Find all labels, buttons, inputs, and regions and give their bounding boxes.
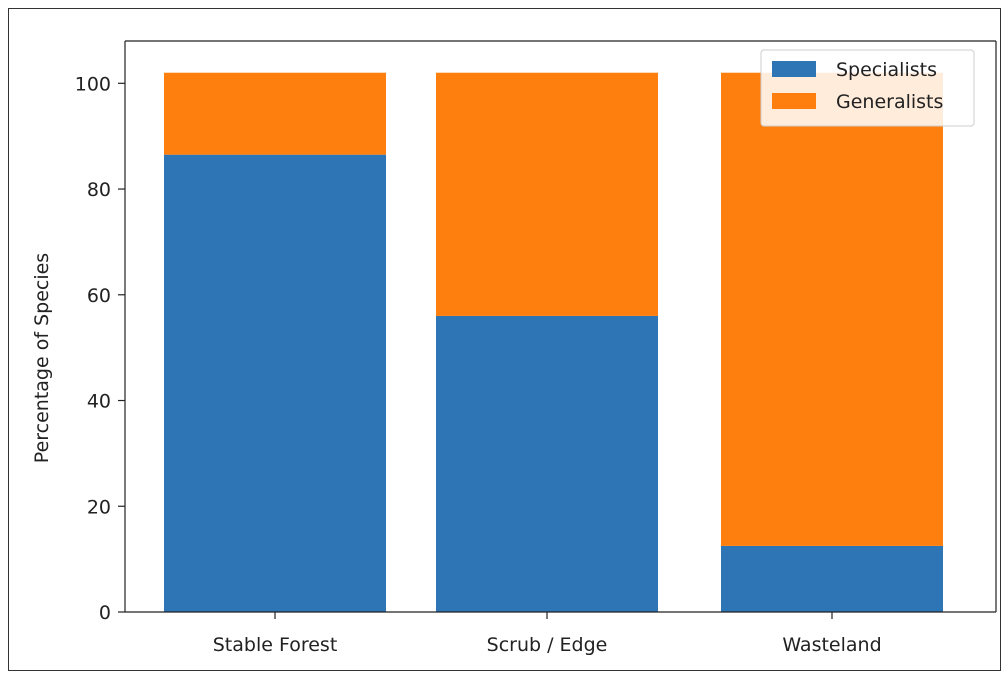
- y-ticks-group: 0 20 40 60 80 100: [75, 73, 125, 624]
- x-tick-label: Scrub / Edge: [487, 634, 608, 656]
- y-tick-label: 0: [99, 602, 111, 624]
- y-tick-label: 40: [87, 391, 111, 413]
- legend-label-generalists: Generalists: [836, 91, 943, 113]
- legend-label-specialists: Specialists: [836, 59, 937, 81]
- y-tick-label: 60: [87, 285, 111, 307]
- y-tick-label: 100: [75, 73, 111, 95]
- bar-generalists-2: [721, 72, 943, 546]
- legend: Specialists Generalists: [760, 49, 975, 127]
- bar-specialists-2: [721, 545, 943, 612]
- x-tick-label: Wasteland: [782, 634, 881, 656]
- bar-generalists-1: [436, 72, 658, 316]
- x-ticks-group: Stable Forest Scrub / Edge Wasteland: [213, 612, 882, 656]
- y-tick-label: 20: [87, 496, 111, 518]
- legend-swatch-generalists: [772, 93, 816, 109]
- y-tick-label: 80: [87, 179, 111, 201]
- bars-group: [164, 72, 943, 612]
- axes-group: [124, 40, 997, 613]
- bar-specialists-0: [164, 154, 386, 612]
- legend-swatch-specialists: [772, 61, 816, 77]
- bar-generalists-0: [164, 72, 386, 155]
- y-axis-label: Percentage of Species: [31, 253, 53, 463]
- x-tick-label: Stable Forest: [213, 634, 338, 656]
- bar-specialists-1: [436, 315, 658, 612]
